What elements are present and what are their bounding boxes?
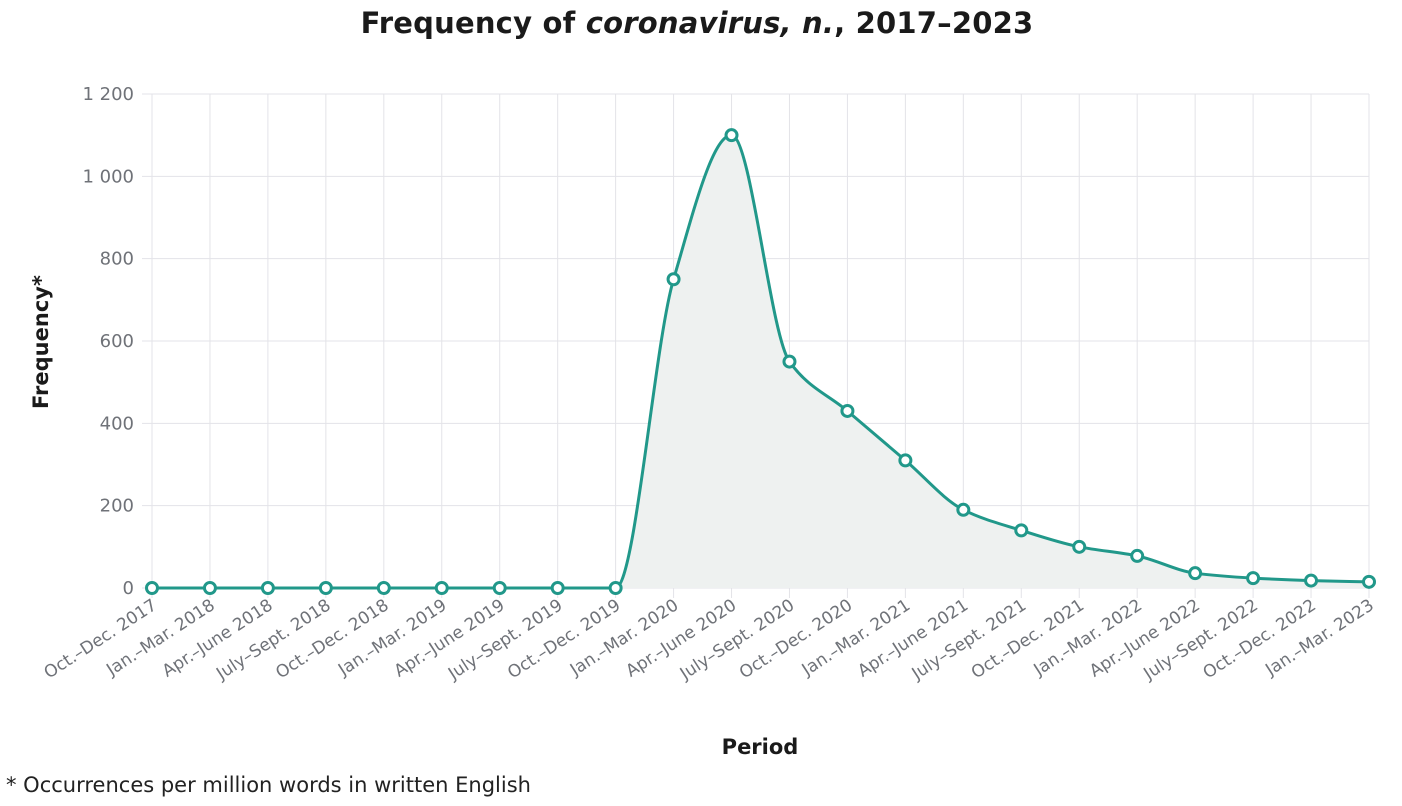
data-point [1362,574,1376,589]
y-tick-label: 800 [100,249,134,270]
series-area [152,135,1369,588]
data-point [376,581,391,595]
y-tick-label: 400 [100,413,134,434]
data-point [724,128,739,143]
y-tick-label: 600 [100,331,134,352]
data-point [550,581,565,595]
data-point [1072,539,1087,554]
data-point [260,581,275,595]
data-point [1188,566,1203,581]
data-point [318,581,333,595]
data-point [898,453,913,468]
y-tick-label: 1 200 [82,84,134,105]
data-point [956,502,971,517]
data-point [1304,573,1319,588]
y-tick-label: 0 [123,578,134,599]
data-point [666,272,681,287]
y-axis-ticks: 0 200 400 600 800 1 000 1 200 [82,84,134,599]
data-point [145,581,159,595]
y-tick-label: 200 [100,496,134,517]
data-point [202,581,217,595]
data-markers [145,128,1376,595]
y-axis-label: Frequency* [29,275,53,409]
data-point [782,354,797,369]
chart-title: Frequency of coronavirus, n., 2017–2023 [360,6,1034,40]
x-axis-label: Period [722,735,799,759]
data-point [492,581,507,595]
data-point [434,581,449,595]
data-point [840,403,855,418]
data-point [608,581,623,595]
data-point [1246,571,1261,586]
data-point [1130,548,1145,563]
data-point [1014,523,1029,538]
footnote: * Occurrences per million words in writt… [6,773,531,797]
y-tick-label: 1 000 [82,166,134,187]
